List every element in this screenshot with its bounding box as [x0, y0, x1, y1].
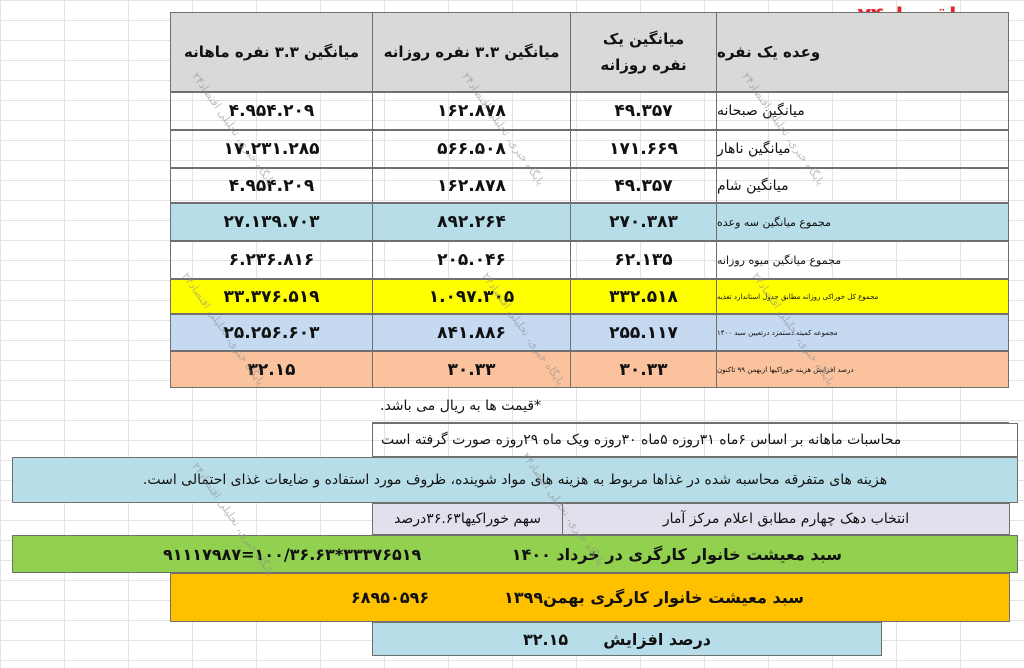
cell-avg-33-daily: ۵۶۶.۵۰۸: [372, 130, 571, 168]
cell-avg-one-daily: ۴۹.۳۵۷: [570, 168, 717, 203]
cell-avg-33-monthly: ۶.۲۳۶.۸۱۶: [170, 241, 373, 279]
cell-avg-33-daily: ۱۶۲.۸۷۸: [372, 92, 571, 130]
cell-avg-one-daily: ۲۷۰.۳۸۳: [570, 203, 717, 241]
cell-avg-33-monthly: ۴.۹۵۴.۲۰۹: [170, 168, 373, 203]
cell-avg-33-daily: ۳۰.۳۳: [372, 351, 571, 388]
cell-avg-33-monthly: ۲۷.۱۳۹.۷۰۳: [170, 203, 373, 241]
cell-avg-33-daily: ۱.۰۹۷.۳۰۵: [372, 279, 571, 314]
row-label: میانگین ناهار: [716, 130, 1009, 168]
row-label: مجموع میانگین سه وعده: [716, 203, 1009, 241]
row-label: میانگین صبحانه: [716, 92, 1009, 130]
cell-avg-one-daily: ۴۹.۳۵۷: [570, 92, 717, 130]
cell-avg-33-monthly: ۱۷.۲۳۱.۲۸۵: [170, 130, 373, 168]
row-label: میانگین شام: [716, 168, 1009, 203]
decile-choice-note: انتخاب دهک چهارم مطابق اعلام مرکز آمار: [562, 503, 1010, 535]
food-share-note: سهم خوراکیها۳۶.۶۳درصد: [372, 503, 563, 535]
header-avg-33-daily: میانگین ۳.۳ نفره روزانه: [372, 12, 571, 92]
header-item: وعده یک نفره: [716, 12, 1009, 92]
cell-avg-33-daily: ۱۶۲.۸۷۸: [372, 168, 571, 203]
cell-avg-33-monthly: ۳۳.۳۷۶.۵۱۹: [170, 279, 373, 314]
misc-costs-note: هزینه های متفرقه محاسبه شده در غذاها مرب…: [12, 457, 1018, 503]
cell-avg-33-daily: ۲۰۵.۰۴۶: [372, 241, 571, 279]
basket-1400-row: ۳۳۳۷۶۵۱۹*۱۰۰/۳۶.۶۳=۹۱۱۱۷۹۸۷ سبد معیشت خا…: [12, 535, 1018, 573]
cell-avg-one-daily: ۳۳۲.۵۱۸: [570, 279, 717, 314]
row-label: مجموع کل خوراکی روزانه مطابق جدول استاند…: [716, 279, 1009, 314]
cell-avg-33-daily: ۸۴۱.۸۸۶: [372, 314, 571, 351]
cell-avg-one-daily: ۱۷۱.۶۶۹: [570, 130, 717, 168]
cell-avg-one-daily: ۳۰.۳۳: [570, 351, 717, 388]
basket-1400-label: سبد معیشت خانوار کارگری در خرداد ۱۴۰۰: [511, 544, 842, 564]
increase-value: ۳۲.۱۵: [523, 629, 569, 649]
basket-1400-calc: ۳۳۳۷۶۵۱۹*۱۰۰/۳۶.۶۳=۹۱۱۱۷۹۸۷: [163, 544, 422, 564]
monthly-calc-note: محاسبات ماهانه بر اساس ۶ماه ۳۱روزه ۵ماه …: [372, 423, 1018, 457]
header-avg-33-monthly: میانگین ۳.۳ نفره ماهانه: [170, 12, 373, 92]
basket-1399-label: سبد معیشت خانوار کارگری بهمن۱۳۹۹: [504, 588, 804, 607]
cell-avg-33-monthly: ۴.۹۵۴.۲۰۹: [170, 92, 373, 130]
header-avg-one-daily: میانگین یک نفره روزانه: [570, 12, 717, 92]
increase-row: ۳۲.۱۵ درصد افزایش: [372, 622, 882, 656]
row-label: درصد افزایش هزینه خوراکیها ازبهمن ۹۹ تاک…: [716, 351, 1009, 388]
cell-avg-33-monthly: ۳۲.۱۵: [170, 351, 373, 388]
cell-avg-one-daily: ۲۵۵.۱۱۷: [570, 314, 717, 351]
row-label: مجموعه کمیته دستمزد درتعیین سبد ۱۴۰۰: [716, 314, 1009, 351]
basket-1399-value: ۶۸۹۵۰۵۹۶: [351, 588, 430, 607]
increase-label: درصد افزایش: [603, 629, 711, 649]
cell-avg-33-monthly: ۲۵.۲۵۶.۶۰۳: [170, 314, 373, 351]
basket-1399-row: ۶۸۹۵۰۵۹۶ سبد معیشت خانوار کارگری بهمن۱۳۹…: [170, 573, 1010, 622]
cell-avg-one-daily: ۶۲.۱۳۵: [570, 241, 717, 279]
cell-avg-33-daily: ۸۹۲.۲۶۴: [372, 203, 571, 241]
price-note: *قیمت ها به ریال می باشد.: [372, 390, 1009, 423]
row-label: مجموع میانگین میوه روزانه: [716, 241, 1009, 279]
